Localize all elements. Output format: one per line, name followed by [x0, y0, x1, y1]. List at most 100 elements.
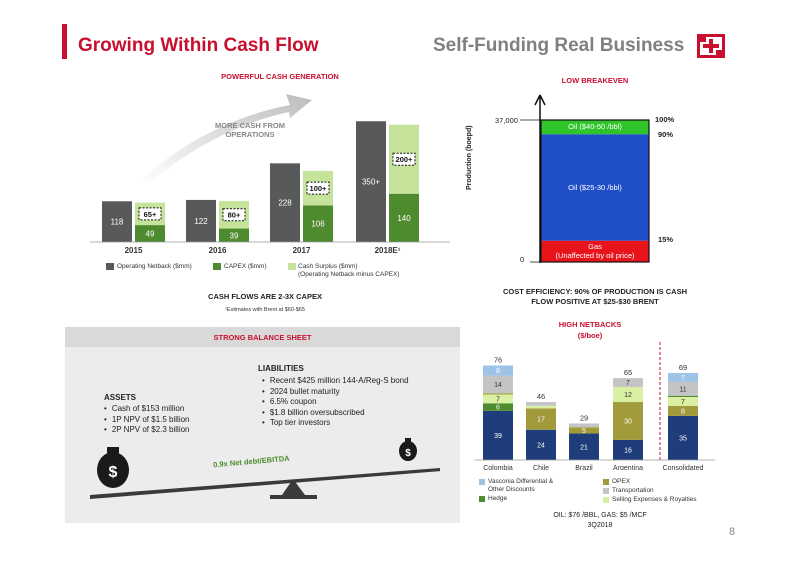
surplus-value-box	[138, 207, 162, 221]
breakeven-chart	[520, 94, 650, 263]
surplus-value-box	[392, 152, 416, 166]
netback-segment	[668, 415, 698, 460]
legend-swatch-selling	[603, 497, 609, 503]
netback-segment-label: 17	[537, 417, 545, 424]
breakeven-segment	[541, 240, 649, 262]
page-title-right: Self-Funding Real Business	[433, 35, 685, 56]
balance-sheet-title: STRONG BALANCE SHEET	[213, 333, 312, 342]
cash-generation-title: POWERFUL CASH GENERATION	[221, 72, 339, 81]
page-title-left: Growing Within Cash Flow	[78, 35, 319, 56]
annotation-line-1: MORE CASH FROM	[215, 121, 285, 130]
netback-segment	[483, 403, 513, 411]
asset-item: 1P NPV of $1.5 billion	[104, 415, 190, 426]
svg-text:$: $	[405, 448, 411, 459]
netback-segment-label: 35	[679, 435, 687, 442]
netback-segment-label: 7	[496, 396, 500, 403]
netback-value-label: 350+	[362, 178, 380, 187]
cost-efficiency-caption: COST EFFICIENCY: 90% OF PRODUCTION IS CA…	[475, 287, 715, 306]
cash-generation-chart: 118 49 65+ 2015 122 39 80+ 2016 228 106 100+ 2017 35…	[90, 94, 450, 255]
netback-segment	[526, 429, 556, 460]
netback-segment-label: 7	[681, 375, 685, 382]
netback-value-label: 122	[194, 217, 208, 226]
netback-segment	[613, 402, 643, 440]
netback-total-label: 65	[624, 368, 632, 377]
netback-segment-label: 8	[681, 408, 685, 415]
breakeven-title: LOW BREAKEVEN	[561, 76, 629, 85]
netback-segment	[668, 395, 698, 397]
breakeven-segment	[541, 120, 649, 135]
seg-oil-25-30-label: Oil ($25-30 /bbl)	[568, 183, 622, 192]
surplus-value-label: 65+	[144, 210, 157, 219]
legend-swatch-netback	[106, 263, 114, 270]
netback-segment	[668, 405, 698, 416]
company-logo-icon	[697, 34, 725, 58]
liability-item: 2024 bullet maturity	[262, 387, 409, 398]
legend-surplus-line-1: Cash Surplus ($mm)	[298, 263, 358, 270]
netback-segment-label: 30	[624, 418, 632, 425]
netback-bar	[186, 199, 216, 242]
netback-segment-label: 8	[496, 368, 500, 375]
legend-vasconia-line-1: Vasconia Differential &	[488, 478, 554, 485]
cost-efficiency-line-1: COST EFFICIENCY: 90% OF PRODUCTION IS CA…	[502, 287, 688, 296]
netback-segment	[613, 378, 643, 387]
cash-footnote: ¹Estimates with Brent at $60-$65	[225, 307, 305, 313]
assets-heading: ASSETS	[104, 393, 137, 402]
svg-text:$: $	[109, 464, 118, 481]
legend-vasconia: Vasconia Differential & Other Discounts	[488, 478, 553, 493]
surplus-value-label: 80+	[228, 211, 241, 220]
capex-value-label: 49	[146, 230, 155, 239]
growth-arrow-icon	[140, 94, 312, 184]
netback-segment-label: 16	[624, 447, 632, 454]
netback-segment-label: 21	[580, 444, 588, 451]
country-label: Brazil	[575, 465, 593, 470]
legend-swatch-vasconia	[479, 479, 485, 485]
netback-segment-label: 14	[494, 382, 502, 389]
legend-swatch-surplus	[288, 263, 296, 270]
legend-swatch-hedge	[479, 496, 485, 502]
netback-segment-label: 24	[537, 442, 545, 449]
netback-value-label: 228	[278, 199, 292, 208]
country-label: Consolidated	[663, 465, 704, 470]
surplus-value-box	[306, 181, 330, 195]
netback-segment-label: 5	[582, 428, 586, 435]
country-label: Argentina	[613, 465, 643, 470]
netback-segment	[526, 408, 556, 430]
netback-bar	[102, 201, 132, 242]
netback-segment	[483, 410, 513, 460]
capex-value-label: 39	[230, 231, 239, 240]
netback-total-label: 76	[494, 356, 502, 365]
capex-value-label: 140	[397, 214, 411, 223]
netback-total-label: 29	[580, 413, 588, 422]
asset-item: Cash of $153 million	[104, 404, 190, 415]
breakeven-ylabel-text: Production (boepd)	[466, 125, 473, 190]
legend-surplus: Cash Surplus ($mm) (Operating Netback mi…	[298, 263, 400, 279]
legend-capex: CAPEX ($mm)	[224, 263, 267, 270]
netback-segment	[569, 427, 599, 434]
title-accent-bar	[62, 24, 67, 59]
netback-total-label: 46	[537, 392, 545, 401]
country-label: Chile	[533, 465, 549, 470]
netback-segment	[483, 375, 513, 394]
netback-bar	[270, 163, 300, 242]
legend-swatch-transportation	[603, 488, 609, 494]
netback-segment	[613, 386, 643, 403]
legend-selling: Selling Expenses & Royalties	[612, 496, 697, 503]
liability-item: 6.5% coupon	[262, 397, 409, 408]
seesaw-illustration: $ $	[90, 438, 440, 499]
netback-bar	[356, 121, 386, 242]
money-bag-right-icon: $	[399, 438, 417, 461]
legend-surplus-line-2: (Operating Netback minus CAPEX)	[298, 271, 400, 278]
seg-gas-label: Gas (Unaffected by oil price)	[541, 242, 649, 260]
seg-gas-line-1: Gas	[588, 242, 602, 251]
liabilities-heading: LIABILITIES	[258, 364, 304, 373]
breakeven-tick-top: 37,000	[495, 116, 518, 125]
year-label: 2017	[293, 246, 311, 255]
netback-segment-label: 7	[626, 380, 630, 387]
netback-segment	[569, 433, 599, 460]
capex-bar	[389, 193, 419, 242]
netback-segment	[668, 373, 698, 382]
surplus-value-label: 200+	[396, 155, 414, 164]
liability-item: Top tier investors	[262, 418, 409, 429]
seesaw-base	[270, 495, 317, 499]
netback-total-label: 69	[679, 363, 687, 372]
